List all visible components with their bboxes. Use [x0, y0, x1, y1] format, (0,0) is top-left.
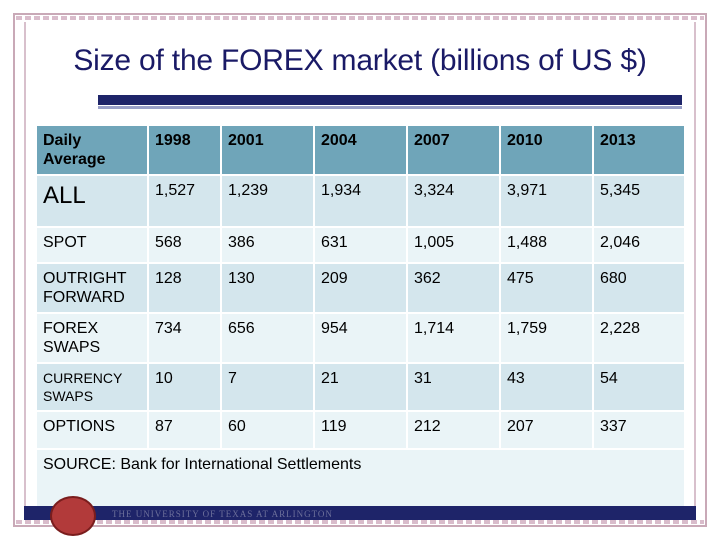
footer-university-name: THE UNIVERSITY OF TEXAS AT ARLINGTON — [112, 509, 333, 519]
table-cell: 60 — [220, 410, 315, 450]
table-cell: 54 — [592, 362, 686, 412]
table-row-options: OPTIONS 87 60 119 212 207 337 — [35, 410, 686, 450]
table-cell: 954 — [313, 312, 408, 364]
table-cell: 212 — [406, 410, 501, 450]
header-cell-2010: 2010 — [499, 124, 594, 176]
table-cell: 1,934 — [313, 174, 408, 228]
footer-bar — [24, 506, 696, 520]
table-cell: 128 — [147, 262, 222, 314]
slide-border — [13, 13, 707, 527]
header-cell-daily-average: Daily Average — [35, 124, 149, 176]
table-cell: 734 — [147, 312, 222, 364]
table-cell: 119 — [313, 410, 408, 450]
table-cell: 21 — [313, 362, 408, 412]
table-cell: 1,714 — [406, 312, 501, 364]
row-label: CURRENCY SWAPS — [35, 362, 149, 412]
row-label: OUTRIGHT FORWARD — [35, 262, 149, 314]
row-label: ALL — [35, 174, 149, 228]
table-cell: 362 — [406, 262, 501, 314]
table-cell: 31 — [406, 362, 501, 412]
source-note: SOURCE: Bank for International Settlemen… — [35, 448, 686, 518]
table-cell: 3,324 — [406, 174, 501, 228]
header-cell-2013: 2013 — [592, 124, 686, 176]
table-cell: 43 — [499, 362, 594, 412]
table-cell: 5,345 — [592, 174, 686, 228]
slide-title: Size of the FOREX market (billions of US… — [73, 44, 647, 77]
header-cell-1998: 1998 — [147, 124, 222, 176]
table-row-all: ALL 1,527 1,239 1,934 3,324 3,971 5,345 — [35, 174, 686, 228]
table-cell: 209 — [313, 262, 408, 314]
table-cell: 1,239 — [220, 174, 315, 228]
table-row-source: SOURCE: Bank for International Settlemen… — [35, 448, 686, 518]
bottom-dashed-border — [16, 520, 704, 524]
table-cell: 10 — [147, 362, 222, 412]
table-cell: 207 — [499, 410, 594, 450]
table-cell: 1,005 — [406, 226, 501, 264]
top-dashed-border — [16, 16, 704, 20]
table-row-forex-swaps: FOREX SWAPS 734 656 954 1,714 1,759 2,22… — [35, 312, 686, 364]
table-cell: 631 — [313, 226, 408, 264]
table-cell: 680 — [592, 262, 686, 314]
table-cell: 568 — [147, 226, 222, 264]
table-cell: 3,971 — [499, 174, 594, 228]
table-row-outright-forward: OUTRIGHT FORWARD 128 130 209 362 475 680 — [35, 262, 686, 314]
forex-table: Daily Average 1998 2001 2004 2007 2010 2… — [35, 124, 686, 518]
table-cell: 337 — [592, 410, 686, 450]
row-label: SPOT — [35, 226, 149, 264]
table-row-spot: SPOT 568 386 631 1,005 1,488 2,046 — [35, 226, 686, 264]
header-cell-2001: 2001 — [220, 124, 315, 176]
slide-inner-border — [24, 22, 696, 520]
table-cell: 87 — [147, 410, 222, 450]
table-cell: 2,046 — [592, 226, 686, 264]
row-label: OPTIONS — [35, 410, 149, 450]
table-cell: 1,527 — [147, 174, 222, 228]
table-cell: 475 — [499, 262, 594, 314]
table-cell: 656 — [220, 312, 315, 364]
header-cell-2007: 2007 — [406, 124, 501, 176]
row-label: FOREX SWAPS — [35, 312, 149, 364]
university-seal-icon — [50, 496, 96, 536]
table-cell: 130 — [220, 262, 315, 314]
title-underline-bar — [98, 95, 682, 105]
table-cell: 7 — [220, 362, 315, 412]
title-underline-shadow — [98, 106, 682, 109]
table-cell: 2,228 — [592, 312, 686, 364]
table-row-currency-swaps: CURRENCY SWAPS 10 7 21 31 43 54 — [35, 362, 686, 412]
header-cell-2004: 2004 — [313, 124, 408, 176]
table-cell: 1,488 — [499, 226, 594, 264]
table-cell: 1,759 — [499, 312, 594, 364]
table-header-row: Daily Average 1998 2001 2004 2007 2010 2… — [35, 124, 686, 176]
table-cell: 386 — [220, 226, 315, 264]
